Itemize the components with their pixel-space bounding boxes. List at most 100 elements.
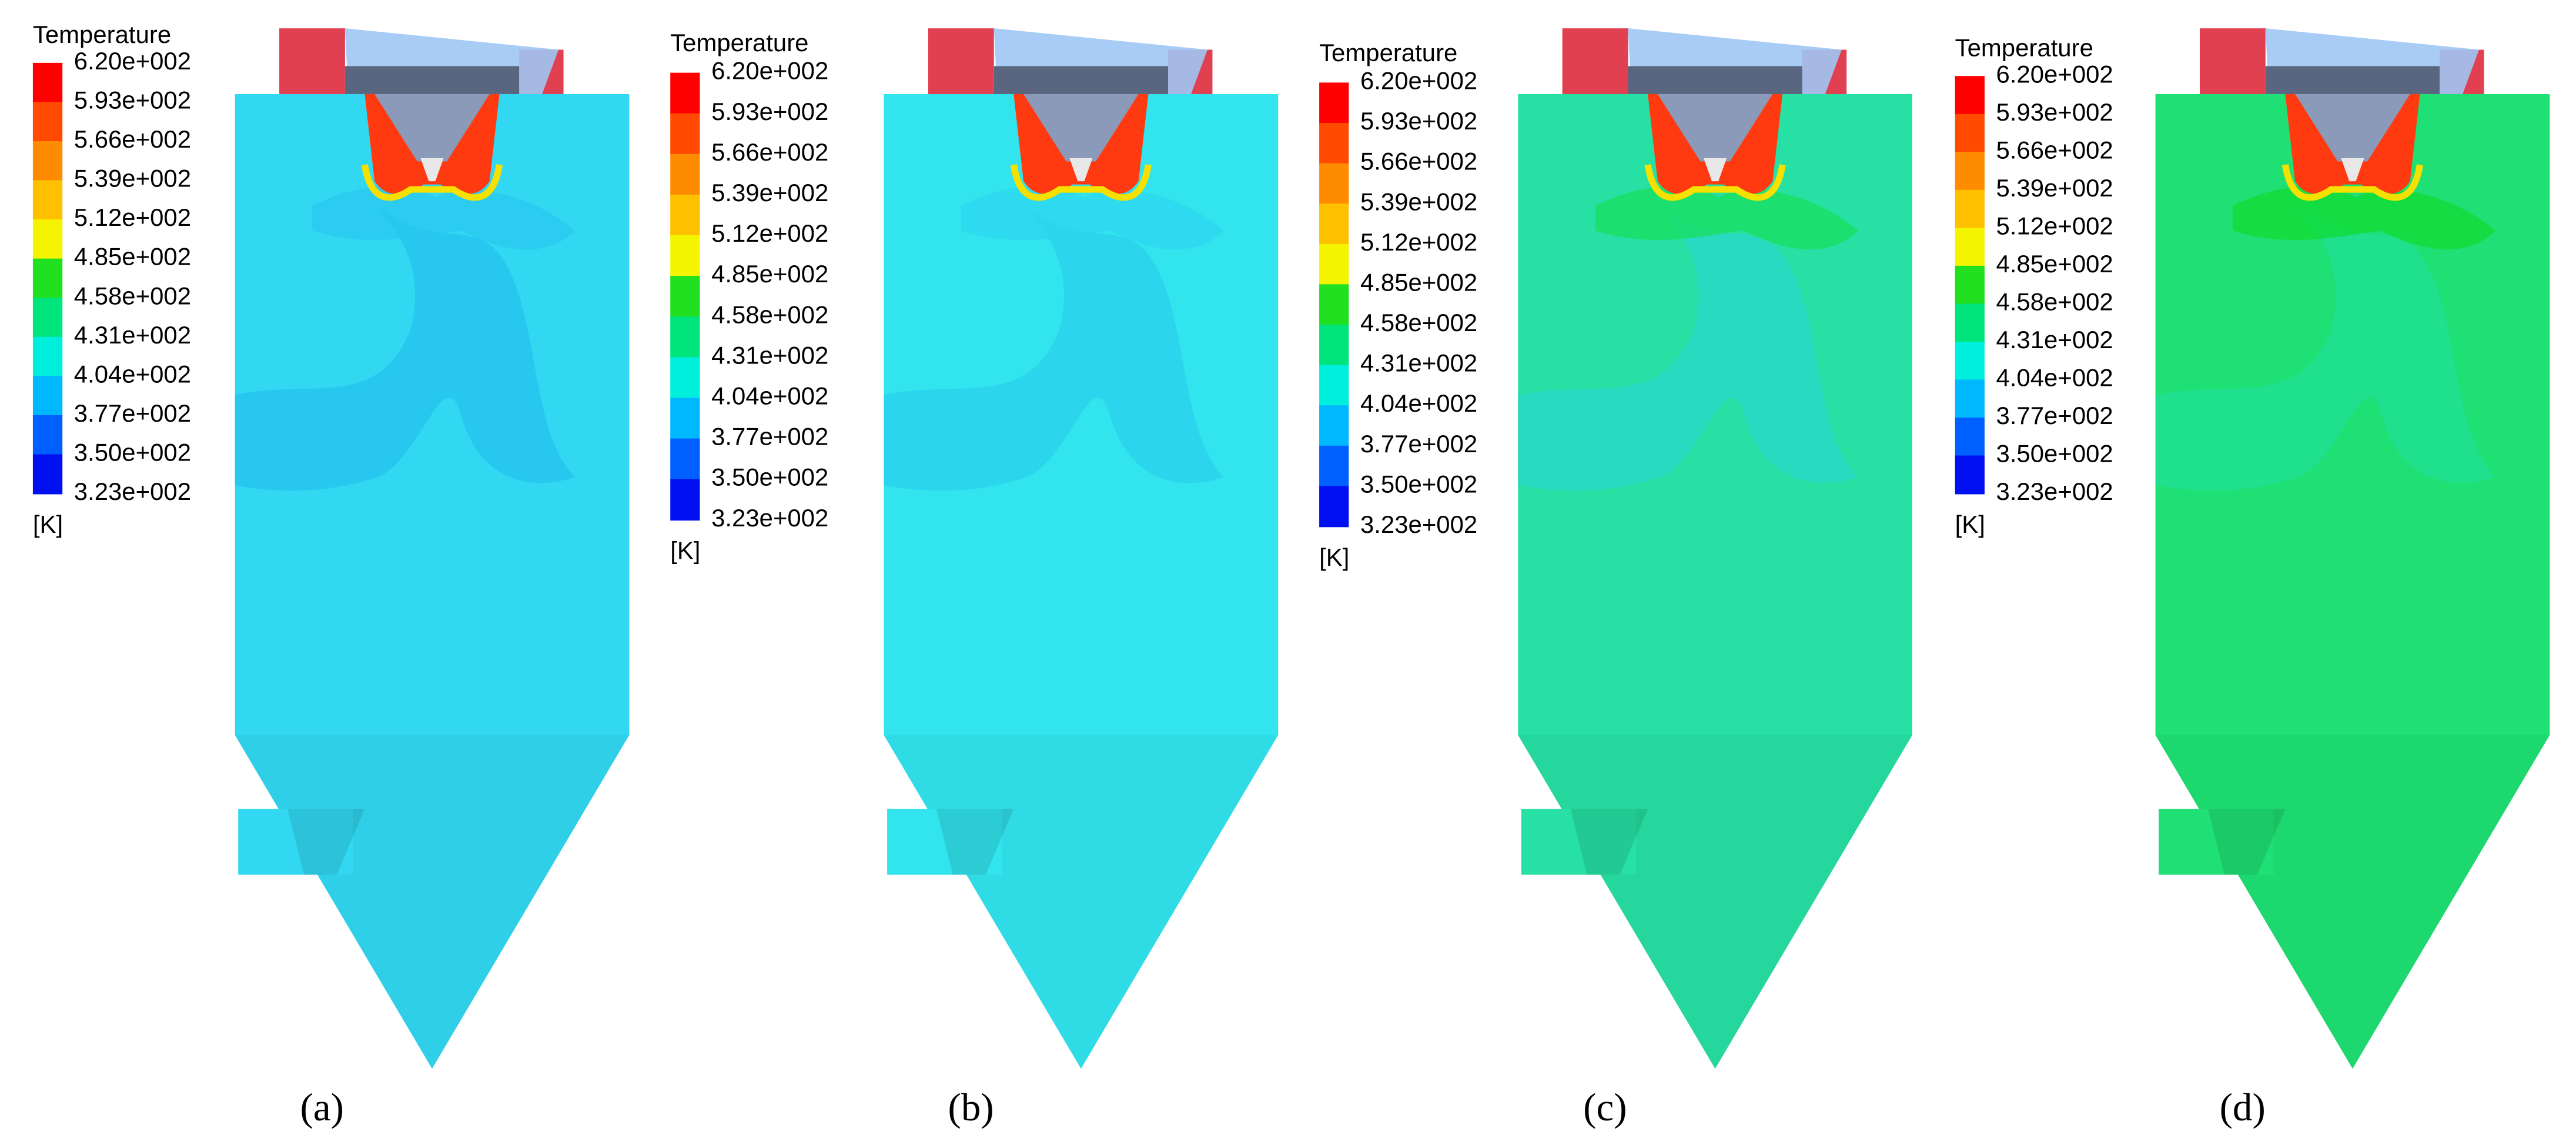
colorbar-label: 4.85e+002	[1360, 268, 1477, 296]
colorbar-band	[32, 62, 63, 103]
colorbar-band	[1319, 243, 1349, 285]
colorbar-band	[670, 72, 700, 115]
colorbar-band	[1955, 265, 1985, 305]
colorbar-band	[32, 102, 63, 142]
colorbar-band	[1955, 189, 1985, 229]
distributor	[374, 94, 490, 162]
colorbar-band	[670, 153, 700, 196]
colorbar-band	[1319, 365, 1349, 406]
colorbar-band	[1319, 122, 1349, 164]
colorbar-band	[670, 316, 700, 358]
colorbar-band	[1319, 163, 1349, 205]
legend-unit: [K]	[33, 510, 63, 538]
colorbar-label: 4.58e+002	[1996, 288, 2113, 315]
vessel	[884, 28, 1279, 1069]
outlet-pipe	[1521, 809, 1637, 875]
inlet-box	[1562, 28, 1628, 94]
colorbar-label: 3.77e+002	[711, 423, 828, 450]
colorbar-band	[32, 376, 63, 416]
colorbar-label: 5.12e+002	[1360, 228, 1477, 256]
colorbar-label: 3.23e+002	[74, 478, 191, 505]
housing	[993, 66, 1168, 94]
distributor	[2295, 94, 2410, 162]
colorbar-band	[32, 298, 63, 338]
outlet-shadow	[936, 809, 1014, 875]
caption: (a)	[300, 1085, 344, 1129]
colorbar-band	[1955, 76, 1985, 115]
colorbar-band	[32, 258, 63, 299]
vessel-cone-shade	[884, 735, 1279, 1069]
nozzle	[1069, 158, 1093, 182]
colorbar-label: 5.93e+002	[74, 86, 191, 114]
colorbar-label: 5.66e+002	[74, 125, 191, 153]
legend-unit: [K]	[1319, 543, 1349, 571]
colorbar-band	[32, 415, 63, 455]
outlet-shadow	[2208, 809, 2286, 875]
colorbar-band	[32, 454, 63, 495]
colorbar-label: 4.04e+002	[1996, 364, 2113, 392]
colorbar-label: 3.23e+002	[711, 504, 828, 532]
colorbar-band	[1955, 455, 1985, 495]
caption: (c)	[1583, 1085, 1627, 1129]
colorbar-band	[1319, 486, 1349, 528]
colorbar-label: 4.58e+002	[711, 301, 828, 328]
housing	[1628, 66, 1802, 94]
colorbar-label: 5.66e+002	[1996, 136, 2113, 163]
hot-edge	[1010, 164, 1152, 201]
hot-edge	[2281, 164, 2424, 201]
colorbar-band	[670, 438, 700, 480]
colorbar-band	[670, 479, 700, 521]
hot-edge	[1644, 164, 1786, 201]
colorbar-label: 5.12e+002	[74, 203, 191, 231]
colorbar-label: 5.39e+002	[1360, 188, 1477, 215]
outlet-pipe	[887, 809, 1002, 875]
distributor	[1657, 94, 1773, 162]
colorbar-band	[1955, 379, 1985, 419]
colorbar-band	[1955, 303, 1985, 343]
colorbar-label: 3.23e+002	[1360, 510, 1477, 538]
colorbar-band	[670, 357, 700, 399]
colorbar-label: 4.31e+002	[1996, 326, 2113, 353]
distributor	[1023, 94, 1139, 162]
colorbar-label: 3.50e+002	[1996, 440, 2113, 468]
caption: (b)	[948, 1085, 994, 1129]
colorbar-label: 5.93e+002	[1360, 107, 1477, 135]
colorbar-band	[670, 194, 700, 236]
colorbar-band	[1319, 82, 1349, 124]
contour-region	[884, 206, 1225, 491]
colorbar-label: 4.58e+002	[74, 282, 191, 309]
outlet-pipe	[238, 809, 353, 875]
colorbar-label: 4.04e+002	[1360, 389, 1477, 417]
legend-title: Temperature	[670, 29, 808, 56]
contour-region	[235, 206, 576, 491]
contour-region	[961, 186, 1225, 250]
vessel-cone-shade	[2155, 735, 2550, 1069]
legend-title: Temperature	[33, 21, 171, 48]
colorbar-label: 4.04e+002	[711, 382, 828, 410]
contour-region	[2232, 186, 2496, 250]
colorbar-label: 4.85e+002	[711, 260, 828, 288]
contour-region	[2155, 206, 2496, 491]
housing	[2265, 66, 2440, 94]
colorbar-label: 6.20e+002	[1360, 66, 1477, 94]
vessel-cone-shade	[235, 735, 630, 1069]
inlet-box	[928, 28, 994, 94]
caption: (d)	[2220, 1085, 2266, 1129]
outlet-shadow	[1570, 809, 1648, 875]
colorbar-label: 5.39e+002	[711, 179, 828, 206]
outlet-pipe	[2159, 809, 2274, 875]
vessel	[2155, 28, 2550, 1069]
colorbar-label: 3.50e+002	[711, 463, 828, 491]
colorbar-label: 5.93e+002	[711, 98, 828, 125]
colorbar-band	[670, 113, 700, 155]
nozzle	[1704, 158, 1727, 182]
nozzle	[420, 158, 444, 182]
colorbar-label: 4.04e+002	[74, 360, 191, 388]
colorbar-label: 4.85e+002	[74, 243, 191, 271]
colorbar-label: 4.85e+002	[1996, 250, 2113, 278]
colorbar-label: 5.12e+002	[711, 219, 828, 247]
legend-unit: [K]	[1955, 510, 1985, 538]
